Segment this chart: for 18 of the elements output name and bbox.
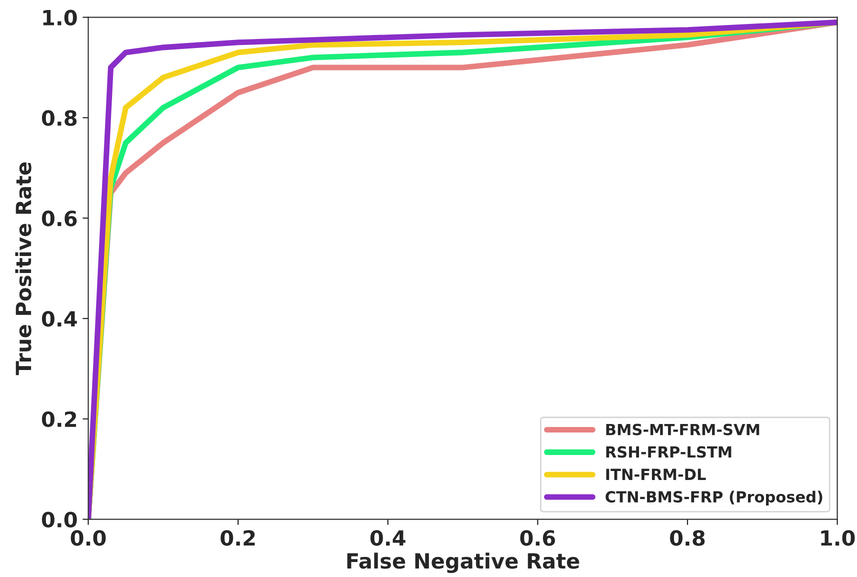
legend-label: CTN-BMS-FRP (Proposed) [606, 490, 822, 506]
x-tick-label: 1.0 [821, 530, 855, 546]
y-tick-label: 0.6 [42, 210, 77, 226]
x-tick-label: 0.6 [520, 530, 556, 546]
y-tick-label: 0.8 [42, 110, 77, 126]
x-tick-label: 0.4 [370, 530, 406, 546]
y-tick-label: 1.0 [43, 10, 77, 26]
y-tick-label: 0.2 [42, 411, 76, 428]
legend-label: RSH-FRP-LSTM [606, 446, 732, 458]
x-tick-label: 0.8 [670, 530, 705, 546]
legend-label: BMS-MT-FRM-SVM [606, 424, 760, 436]
x-tick-label: 0.0 [70, 530, 106, 546]
y-axis-title: True Positive Rate [15, 162, 32, 376]
x-tick-label: 0.2 [220, 530, 255, 546]
y-tick-label: 0.0 [42, 512, 77, 528]
legend-label: ITN-FRM-DL [606, 468, 706, 480]
x-axis-title: False Negative Rate [347, 552, 580, 573]
y-tick-label: 0.4 [42, 310, 77, 327]
